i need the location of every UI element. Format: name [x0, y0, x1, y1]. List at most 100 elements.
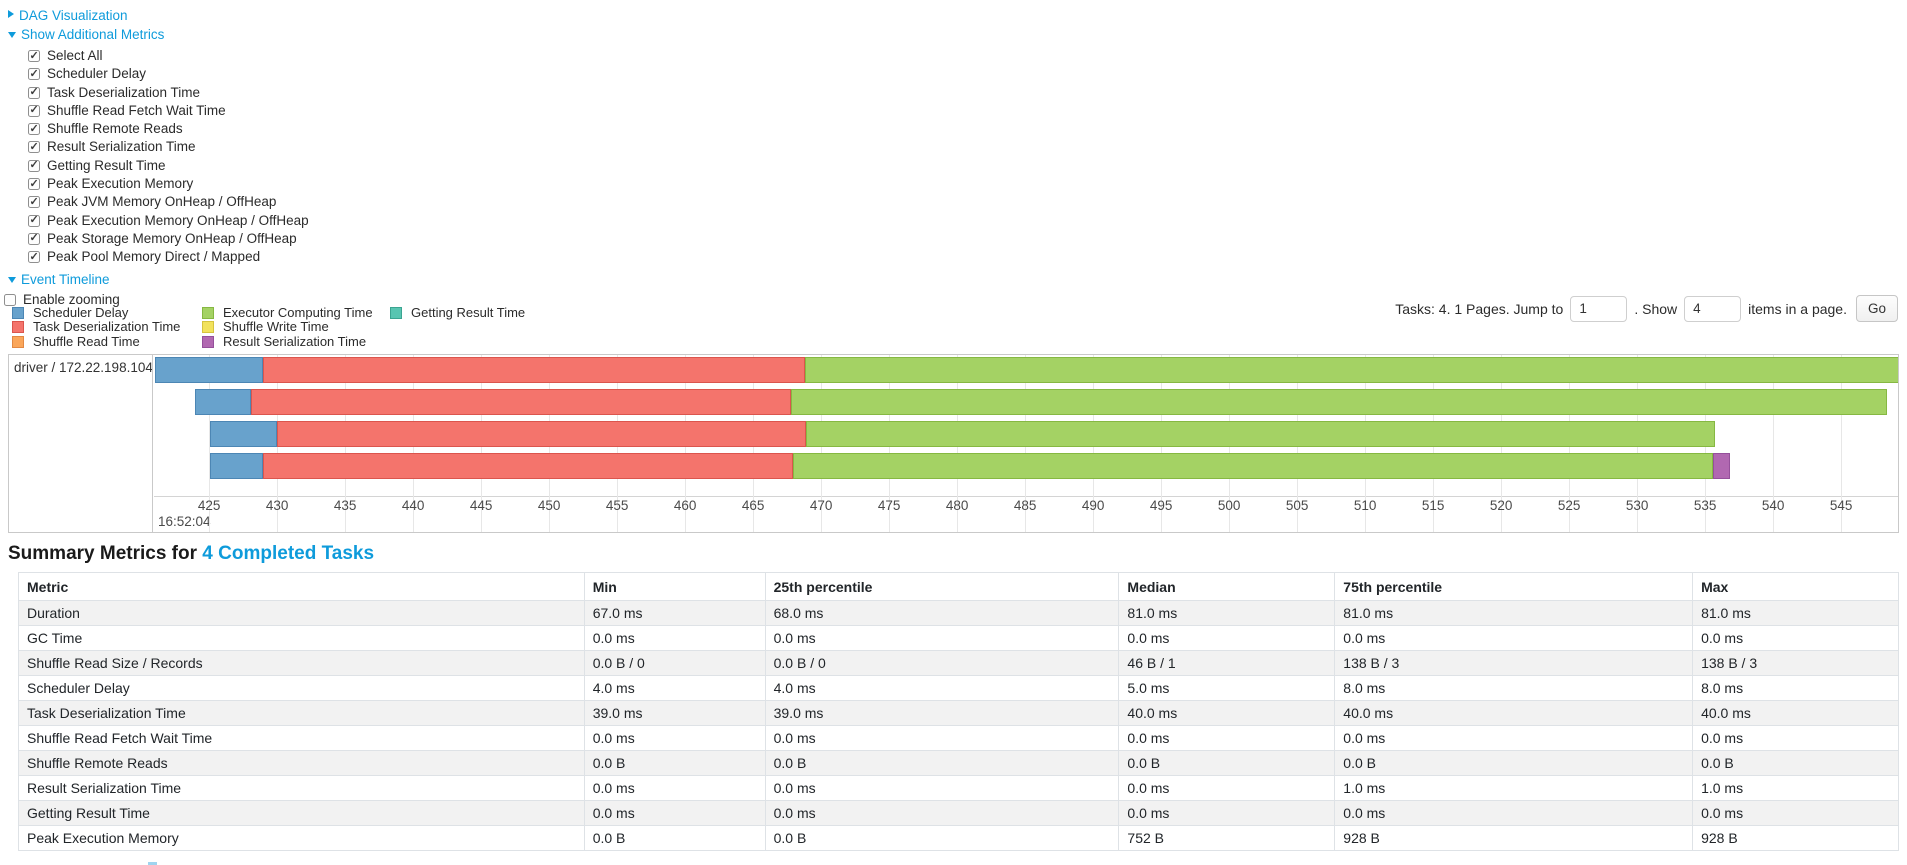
metric-checkbox[interactable]: [28, 158, 40, 172]
gridline: [1841, 355, 1843, 532]
dag-visualization-link[interactable]: DAG Visualization: [8, 8, 309, 27]
timeline-bar-scheduler-delay[interactable]: [195, 389, 252, 415]
timeline-plot-area: 16:52:04 425 430 435 440 445 450 455 460 465 470 4…: [154, 355, 1898, 532]
metric-checkbox[interactable]: [28, 122, 40, 136]
metric-checkbox-label[interactable]: Getting Result Time: [47, 157, 166, 173]
event-timeline-label: Event Timeline: [21, 271, 110, 287]
tick-label: 505: [1285, 498, 1309, 513]
table-row: Scheduler Delay 4.0 ms 4.0 ms 5.0 ms 8.0 ms 8…: [18, 675, 1899, 701]
table-cell: 0.0 B / 0: [583, 650, 766, 676]
timeline-bar-executor-computing[interactable]: [792, 453, 1714, 479]
collapsed-arrow-icon: [8, 10, 14, 18]
timeline-bar-result-serialization[interactable]: [1713, 453, 1730, 479]
tick-label: 540: [1761, 498, 1785, 513]
table-cell: 81.0 ms: [1334, 600, 1694, 626]
go-button[interactable]: Go: [1855, 295, 1898, 322]
table-cell: 1.0 ms: [1692, 775, 1899, 801]
metric-checkbox-item: Peak Execution Memory: [8, 176, 309, 194]
table-cell: Duration: [18, 600, 585, 626]
legend-swatch-icon: [12, 335, 24, 348]
metric-checkbox-label[interactable]: Shuffle Remote Reads: [47, 121, 183, 137]
metric-checkbox-label[interactable]: Scheduler Delay: [47, 66, 147, 82]
tick-label: 525: [1557, 498, 1581, 513]
tick-label: 460: [673, 498, 697, 513]
metric-checkbox[interactable]: [28, 250, 40, 264]
timeline-bar-task-deserialization[interactable]: [251, 389, 792, 415]
metric-checkbox-label[interactable]: Select All: [47, 48, 103, 63]
table-cell: Shuffle Remote Reads: [18, 750, 585, 776]
metric-checkbox[interactable]: [28, 231, 40, 245]
timeline-bar-task-deserialization[interactable]: [263, 357, 805, 383]
metric-checkbox-label[interactable]: Peak Execution Memory: [47, 176, 194, 192]
table-cell: 0.0 ms: [1118, 625, 1336, 651]
tick-label: 485: [1013, 498, 1037, 513]
gridline: [209, 355, 211, 532]
metric-checkbox-item: Peak Pool Memory Direct / Mapped: [8, 249, 309, 267]
table-cell: 4.0 ms: [764, 675, 1120, 701]
table-cell: 0.0 ms: [764, 725, 1120, 751]
timeline-bar-task-deserialization[interactable]: [263, 453, 793, 479]
enable-zooming-row: Enable zooming: [4, 292, 309, 310]
table-cell: 0.0 ms: [1692, 725, 1899, 751]
table-cell: 40.0 ms: [1118, 700, 1336, 726]
tick-label: 445: [469, 498, 493, 513]
metric-checkbox-label[interactable]: Peak Storage Memory OnHeap / OffHeap: [47, 230, 297, 246]
enable-zooming-checkbox[interactable]: [4, 293, 16, 306]
metric-checkbox-label[interactable]: Peak Execution Memory OnHeap / OffHeap: [47, 212, 309, 228]
metric-checkbox-label[interactable]: Peak JVM Memory OnHeap / OffHeap: [47, 194, 277, 210]
metric-checkbox[interactable]: [28, 195, 40, 209]
tick-label: 475: [877, 498, 901, 513]
legend-swatch-icon: [202, 307, 214, 319]
metric-checkbox[interactable]: [28, 85, 40, 99]
table-cell: 0.0 ms: [1334, 725, 1694, 751]
table-cell: 8.0 ms: [1692, 675, 1899, 701]
table-cell: Getting Result Time: [18, 800, 585, 826]
metric-checkbox[interactable]: [28, 103, 40, 117]
metric-checkbox-label[interactable]: Peak Pool Memory Direct / Mapped: [47, 249, 261, 265]
metric-checkbox[interactable]: [28, 177, 40, 191]
metric-checkbox-item: Select All: [8, 48, 309, 66]
legend-swatch-icon: [12, 307, 24, 319]
dag-visualization-label: DAG Visualization: [19, 8, 128, 23]
table-cell: GC Time: [18, 625, 585, 651]
show-additional-metrics-link[interactable]: Show Additional Metrics: [8, 27, 309, 46]
table-cell: Shuffle Read Size / Records: [18, 650, 585, 676]
table-cell: 8.0 ms: [1334, 675, 1694, 701]
metric-checkbox[interactable]: [28, 140, 40, 154]
metric-checkbox[interactable]: [28, 49, 40, 62]
table-cell: 0.0 ms: [583, 775, 766, 801]
metric-checkbox[interactable]: [28, 67, 40, 81]
timeline-bar-scheduler-delay[interactable]: [154, 357, 264, 383]
metric-checkbox-label[interactable]: Task Deserialization Time: [47, 84, 201, 100]
column-header: Metric: [18, 572, 585, 601]
legend-label: Task Deserialization Time: [33, 319, 181, 335]
timeline-bar-scheduler-delay[interactable]: [210, 453, 264, 479]
table-cell: 67.0 ms: [583, 600, 766, 626]
tick-label: 520: [1489, 498, 1513, 513]
timeline-bar-task-deserialization[interactable]: [277, 421, 807, 447]
tick-label: 530: [1625, 498, 1649, 513]
column-header: Min: [583, 572, 766, 601]
table-cell: 928 B: [1334, 825, 1694, 851]
metric-checkbox-label[interactable]: Result Serialization Time: [47, 139, 196, 155]
timeline-bar-scheduler-delay[interactable]: [210, 421, 278, 447]
table-cell: 0.0 ms: [1334, 800, 1694, 826]
table-cell: 81.0 ms: [1692, 600, 1899, 626]
jump-to-page-input[interactable]: [1570, 295, 1628, 322]
timeline-bar-executor-computing[interactable]: [804, 357, 1898, 383]
executor-label: driver / 172.22.198.104: [9, 355, 153, 532]
table-cell: Shuffle Read Fetch Wait Time: [18, 725, 585, 751]
table-cell: 5.0 ms: [1118, 675, 1336, 701]
metric-checkbox[interactable]: [28, 213, 40, 227]
event-timeline-link[interactable]: Event Timeline: [8, 272, 309, 291]
timeline-bar-executor-computing[interactable]: [791, 389, 1888, 415]
timeline-bar-executor-computing[interactable]: [806, 421, 1715, 447]
table-row: Task Deserialization Time 39.0 ms 39.0 ms 4…: [18, 700, 1899, 726]
table-cell: 0.0 ms: [1692, 625, 1899, 651]
legend-label: Shuffle Read Time: [33, 333, 140, 349]
items-per-page-input[interactable]: [1684, 295, 1742, 322]
metric-checkbox-label[interactable]: Shuffle Read Fetch Wait Time: [47, 102, 226, 118]
table-cell: Result Serialization Time: [18, 775, 585, 801]
completed-tasks-link[interactable]: 4 Completed Tasks: [202, 543, 375, 564]
table-cell: 40.0 ms: [1334, 700, 1694, 726]
